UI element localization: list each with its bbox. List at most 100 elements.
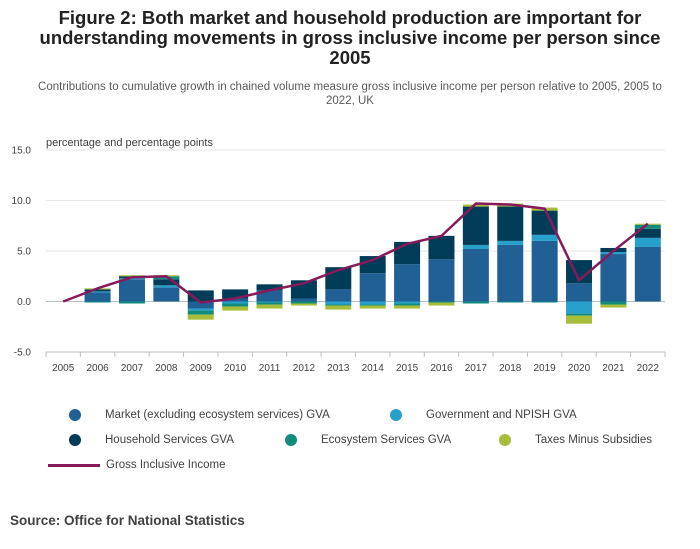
bar-household [497,206,524,241]
source-note: Source: Office for National Statistics [10,513,245,528]
legend-label-household: Household Services GVA [105,434,234,446]
bar-government [84,291,111,293]
bar-taxes [325,305,352,310]
legend-item-household[interactable]: Household Services GVA [69,434,234,446]
legend-item-ecosystem[interactable]: Ecosystem Services GVA [285,434,451,446]
bar-government [394,301,421,304]
bar-ecosystem [290,301,317,304]
bar-taxes [359,305,386,309]
bar-market [634,246,661,302]
bar-ecosystem [600,301,627,305]
bar-government [600,252,627,255]
legend-item-market[interactable]: Market (excluding ecosystem services) GV… [69,409,330,421]
chart-title: Figure 2: Both market and household prod… [39,7,661,68]
x-tick-label: 2015 [396,363,419,374]
legend-swatch-ecosystem [285,434,297,446]
bar-market [359,273,386,302]
x-tick-label: 2022 [637,363,660,374]
legend-label-market: Market (excluding ecosystem services) GV… [105,409,330,421]
bar-ecosystem [84,301,111,303]
legend-item-taxes[interactable]: Taxes Minus Subsidies [499,434,652,446]
bar-market [118,279,145,302]
bar-market [428,259,455,302]
bar-ecosystem [394,303,421,306]
bar-market [462,248,489,302]
x-tick-label: 2016 [430,363,453,374]
line-series [62,202,649,304]
bar-household [153,279,180,286]
bar-government [359,301,386,305]
legend-item-government[interactable]: Government and NPISH GVA [390,409,577,421]
bar-market [290,298,317,302]
bar-market [531,240,558,302]
bar-government [118,278,145,280]
bar-market [256,290,283,302]
bar-ecosystem [428,301,455,303]
x-tick-label: 2018 [499,363,522,374]
x-tick-label: 2006 [86,363,109,374]
bar-ecosystem [187,310,214,315]
bar-government [222,301,249,304]
bar-market [566,283,593,302]
bar-taxes [222,306,249,311]
legend-swatch-government [390,409,402,421]
y-tick-label: -5.0 [14,348,32,359]
legend-item-line[interactable]: Gross Inclusive Income [48,459,226,471]
bar-taxes [118,275,145,277]
bar-government [256,301,283,303]
bar-ecosystem [256,302,283,305]
bar-household [428,235,455,260]
bar-government [531,234,558,241]
bar-ecosystem [462,301,489,304]
bar-household [531,210,558,235]
y-axis-ticks: 15.0 10.0 5.0 0.0 -5.0 [12,146,32,359]
x-tick-label: 2012 [293,363,316,374]
bar-taxes [600,304,627,308]
bar-market [600,254,627,302]
legend-swatch-line [48,463,100,467]
bar-government [634,237,661,247]
x-tick-label: 2013 [327,363,350,374]
bar-government [497,240,524,245]
bar-market [84,292,111,302]
legend-label-line: Gross Inclusive Income [106,459,226,471]
bar-government [325,301,352,305]
bar-ecosystem [222,303,249,307]
bar-ecosystem [531,301,558,303]
bar-government [566,301,593,314]
bar-taxes [256,304,283,309]
x-tick-label: 2017 [465,363,488,374]
x-tick-label: 2019 [534,363,557,374]
y-axis-label: percentage and percentage points [46,137,213,149]
bar-household [634,228,661,238]
legend-swatch-market [69,409,81,421]
bar-household [256,284,283,291]
bar-taxes [290,303,317,306]
bar-ecosystem [118,301,145,304]
bar-taxes [187,314,214,320]
bar-taxes [566,315,593,324]
bar-government [462,244,489,249]
x-tick-label: 2020 [568,363,591,374]
bar-ecosystem [359,304,386,306]
bar-household [187,290,214,302]
y-tick-label: 15.0 [12,146,32,157]
bar-market [394,264,421,302]
bar-household [359,256,386,274]
legend-label-taxes: Taxes Minus Subsidies [535,434,652,446]
x-tick-label: 2021 [602,363,625,374]
x-tick-label: 2014 [362,363,385,374]
bar-household [84,289,111,292]
bar-taxes [462,204,489,207]
x-axis: 2005 2006 2007 2008 2009 2010 2011 2012 2013 2014… [45,351,666,374]
bar-market [222,298,249,302]
x-tick-label: 2007 [121,363,144,374]
x-tick-label: 2011 [259,363,281,374]
bars [84,203,661,324]
bar-ecosystem [566,313,593,316]
x-tick-label: 2008 [155,363,178,374]
bar-taxes [428,302,455,306]
bar-ecosystem [497,301,524,303]
legend-swatch-taxes [499,434,511,446]
bar-ecosystem [634,224,661,229]
